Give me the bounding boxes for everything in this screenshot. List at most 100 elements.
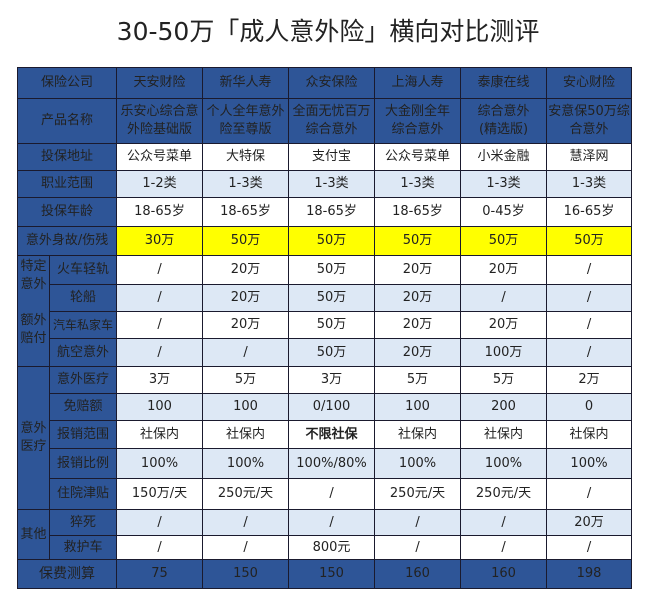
product-name: 个人全年意外 险至尊版 xyxy=(202,98,290,144)
cell: 20万 xyxy=(546,509,633,536)
cell: 1-3类 xyxy=(460,170,548,198)
row-label: 汽车私家车 xyxy=(48,311,118,339)
group-label-line: 额外 xyxy=(20,313,47,328)
air-row: 航空意外 / / 50万 20万 100万 / xyxy=(18,338,633,367)
row-label: 投保年龄 xyxy=(16,197,118,227)
cell: 社保内 xyxy=(460,420,548,449)
cell: 50万 xyxy=(288,284,376,312)
cell: 100% xyxy=(202,448,290,479)
ship-row: 轮船 / 20万 50万 20万 / / xyxy=(18,284,633,312)
row-label: 住院津贴 xyxy=(48,478,118,510)
cell: 5万 xyxy=(460,366,548,394)
cell: / xyxy=(546,311,633,339)
row-label: 救护车 xyxy=(48,535,118,560)
cell: / xyxy=(374,509,462,536)
group-label-line: 意外 xyxy=(20,421,47,436)
premium-row: 保费测算 75 150 150 160 160 198 xyxy=(16,559,633,589)
car-row: 汽车私家车 / 20万 50万 20万 20万 / xyxy=(18,311,633,339)
cell: / xyxy=(460,535,548,560)
cell: 100 xyxy=(116,393,204,421)
occupation-row: 职业范围 1-2类 1-3类 1-3类 1-3类 1-3类 1-3类 xyxy=(16,170,633,198)
ambulance-row: 救护车 / / 800元 / / / xyxy=(18,535,633,560)
cell: 1-3类 xyxy=(202,170,290,198)
row-label: 保费测算 xyxy=(16,559,118,589)
group-label-line: 赔付 xyxy=(20,331,47,346)
cell: 50万 xyxy=(546,226,633,256)
cell: 100 xyxy=(202,393,290,421)
row-label: 报销比例 xyxy=(48,448,118,479)
cell: / xyxy=(116,284,204,312)
product-name-line: 合意外 xyxy=(569,122,609,137)
cell: 50万 xyxy=(288,255,376,285)
company-header: 上海人寿 xyxy=(374,67,462,99)
cell: / xyxy=(116,535,204,560)
cell: 20万 xyxy=(202,255,290,285)
deductible-row: 免赔额 100 100 0/100 100 200 0 xyxy=(18,393,633,421)
cell: 50万 xyxy=(288,338,376,367)
cell: 20万 xyxy=(374,255,462,285)
cell: 20万 xyxy=(460,311,548,339)
row-label: 猝死 xyxy=(48,509,118,536)
cell: 20万 xyxy=(374,311,462,339)
row-label: 保险公司 xyxy=(16,67,118,99)
age-row: 投保年龄 18-65岁 18-65岁 18-65岁 18-65岁 0-45岁 1… xyxy=(16,197,633,227)
cell: 5万 xyxy=(202,366,290,394)
product-name: 全面无忧百万 综合意外 xyxy=(288,98,376,144)
company-header-row: 保险公司 天安财险 新华人寿 众安保险 上海人寿 泰康在线 安心财险 xyxy=(16,67,633,99)
cell: / xyxy=(116,255,204,285)
scope-row: 报销范围 社保内 社保内 不限社保 社保内 社保内 社保内 xyxy=(18,420,633,449)
cell: 大特保 xyxy=(202,143,290,171)
death-disability-row: 意外身故/伤残 30万 50万 50万 50万 50万 50万 xyxy=(16,226,633,256)
row-label: 职业范围 xyxy=(16,170,118,198)
product-name: 综合意外 (精选版) xyxy=(460,98,548,144)
product-name: 大金刚全年 综合意外 xyxy=(374,98,462,144)
product-name-line: 大金刚全年 xyxy=(385,104,451,119)
hospital-allowance-row: 住院津贴 150万/天 250元/天 / 250元/天 250元/天 / xyxy=(18,478,633,510)
cell: 20万 xyxy=(374,338,462,367)
product-name-line: (精选版) xyxy=(478,122,529,137)
row-label: 意外身故/伤残 xyxy=(16,226,118,256)
row-label: 投保地址 xyxy=(16,143,118,171)
company-header: 泰康在线 xyxy=(460,67,548,99)
product-name-line: 综合意外 xyxy=(391,122,444,137)
cell: 社保内 xyxy=(546,420,633,449)
cell: 2万 xyxy=(546,366,633,394)
cell: 0-45岁 xyxy=(460,197,548,227)
cell: 160 xyxy=(374,559,462,589)
cell: 慧泽网 xyxy=(546,143,633,171)
cell: 20万 xyxy=(374,284,462,312)
cell: 150 xyxy=(288,559,376,589)
cell: / xyxy=(460,509,548,536)
row-label: 产品名称 xyxy=(16,98,118,144)
cell: 公众号菜单 xyxy=(116,143,204,171)
cell: 3万 xyxy=(116,366,204,394)
cell: / xyxy=(116,509,204,536)
group-label-line: 意外 xyxy=(20,277,47,292)
page-title: 30-50万「成人意外险」横向对比测评 xyxy=(116,17,540,46)
cell: 250元/天 xyxy=(374,478,462,510)
group-label-medical: 意外 医疗 xyxy=(17,366,50,510)
cell: 小米金融 xyxy=(460,143,548,171)
group-label-line: 医疗 xyxy=(20,439,47,454)
cell: / xyxy=(116,311,204,339)
product-name-line: 全面无忧百万 xyxy=(292,104,371,119)
train-row: 特定 意外 额外 赔付 火车轻轨 / 20万 50万 20万 20万 / xyxy=(17,255,633,367)
product-name-line: 外险基础版 xyxy=(127,122,193,137)
cell: 100 xyxy=(374,393,462,421)
cell: 0/100 xyxy=(288,393,376,421)
product-name: 乐安心综合意 外险基础版 xyxy=(116,98,204,144)
cell: 1-3类 xyxy=(546,170,633,198)
row-label: 意外医疗 xyxy=(48,366,118,394)
cell: 250元/天 xyxy=(202,478,290,510)
cell: 50万 xyxy=(202,226,290,256)
cell: 0 xyxy=(546,393,633,421)
group-label-line: 特定 xyxy=(20,259,47,274)
group-label-other: 其他 xyxy=(17,509,50,560)
company-header: 安心财险 xyxy=(546,67,633,99)
cell: 50万 xyxy=(460,226,548,256)
product-name-line: 安意保50万综 xyxy=(548,104,630,119)
cell: 18-65岁 xyxy=(374,197,462,227)
cell: / xyxy=(460,284,548,312)
cell: / xyxy=(546,255,633,285)
address-row: 投保地址 公众号菜单 大特保 支付宝 公众号菜单 小米金融 慧泽网 xyxy=(16,143,633,171)
